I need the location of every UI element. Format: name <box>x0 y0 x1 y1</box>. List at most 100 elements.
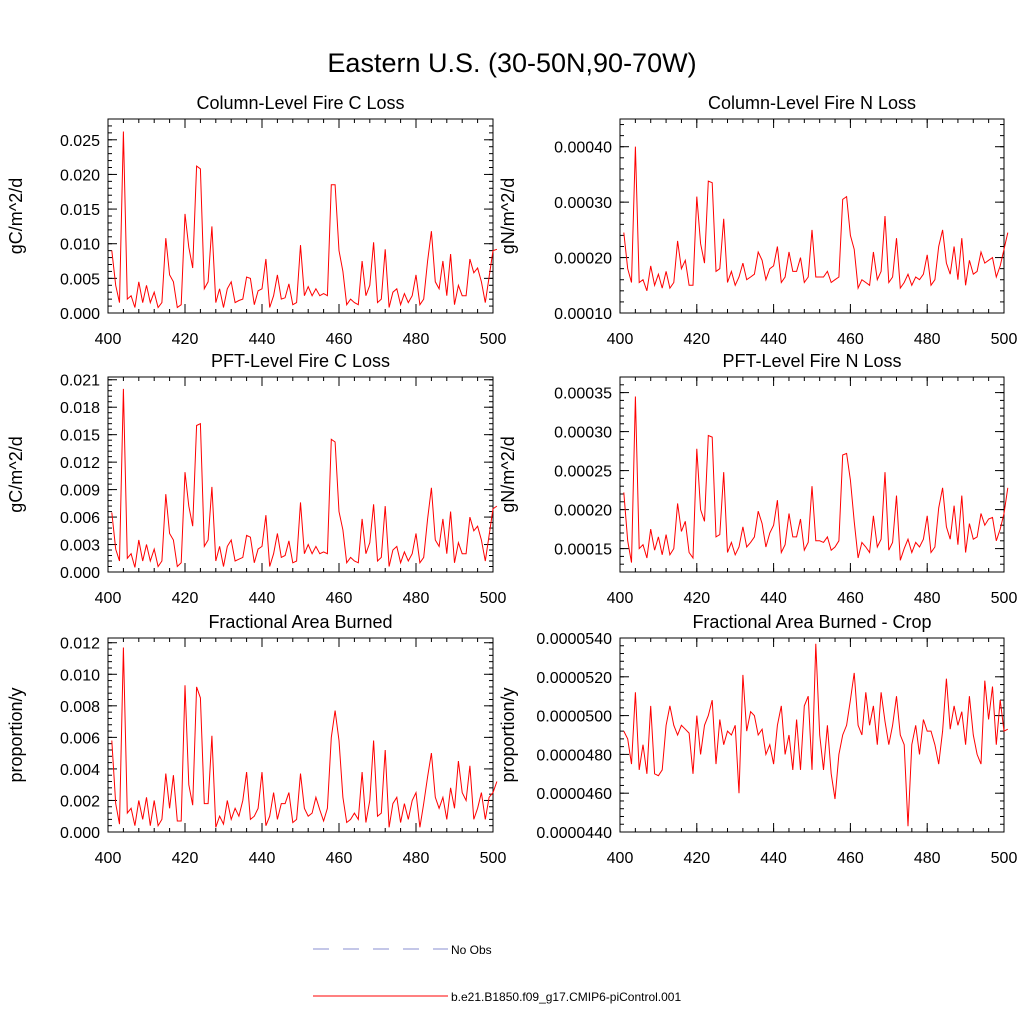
chart-panel-4: 400 420 440 460 480 500 0.00015 0.00020 0.00025 0… <box>498 351 1017 607</box>
x-tick-label: 400 <box>607 590 634 607</box>
x-tick-label: 420 <box>683 850 710 867</box>
x-tick-label: 500 <box>480 590 507 607</box>
x-tick-label: 400 <box>607 850 634 867</box>
chart-panel-2: 400 420 440 460 480 500 0.00010 0.00020 0.00030 0… <box>498 93 1017 348</box>
figure-title: Eastern U.S. (30-50N,90-70W) <box>327 48 696 78</box>
x-tick-label: 440 <box>760 331 787 348</box>
x-tick-label: 460 <box>326 850 353 867</box>
x-tick-label: 480 <box>914 331 941 348</box>
y-axis-label: gC/m^2/d <box>6 436 26 512</box>
panel-title: Column-Level Fire N Loss <box>708 93 916 113</box>
y-axis-label: gN/m^2/d <box>498 436 518 512</box>
x-tick-label: 500 <box>991 331 1018 348</box>
series-line-1 <box>623 396 1009 563</box>
y-tick-label: 0.0000500 <box>536 709 612 726</box>
series-line-1 <box>111 131 498 309</box>
y-tick-label: 0.021 <box>60 373 100 390</box>
plot-frame <box>619 637 1005 833</box>
x-tick-label: 400 <box>95 590 122 607</box>
y-tick-label: 0.018 <box>60 400 100 417</box>
y-axis-label: proportion/y <box>498 687 518 782</box>
y-tick-label: 0.012 <box>60 455 100 472</box>
chart-panel-1: 400 420 440 460 480 500 0.000 0.005 0.010 0.015 0.… <box>6 93 506 348</box>
panel-title: PFT-Level Fire C Loss <box>211 351 390 371</box>
x-tick-label: 460 <box>326 590 353 607</box>
x-tick-label: 500 <box>480 331 507 348</box>
x-tick-label: 420 <box>172 331 199 348</box>
y-tick-label: 0.003 <box>60 538 100 555</box>
series-line-1 <box>623 643 1009 827</box>
x-tick-label: 400 <box>95 850 122 867</box>
y-tick-label: 0.015 <box>60 202 100 219</box>
panel-title: Column-Level Fire C Loss <box>196 93 404 113</box>
x-tick-label: 440 <box>249 590 276 607</box>
x-tick-label: 500 <box>991 850 1018 867</box>
y-tick-label: 0.0000480 <box>536 747 612 764</box>
y-tick-label: 0.020 <box>60 167 100 184</box>
x-tick-label: 400 <box>607 331 634 348</box>
y-tick-label: 0.000 <box>60 565 100 582</box>
series-line-1 <box>623 146 1009 291</box>
panel-title: PFT-Level Fire N Loss <box>722 351 901 371</box>
y-tick-label: 0.00030 <box>554 195 612 212</box>
legend-label-no-obs: No Obs <box>451 943 492 957</box>
y-tick-label: 0.010 <box>60 667 100 684</box>
panel-title: Fractional Area Burned - Crop <box>692 612 931 632</box>
x-tick-label: 400 <box>95 331 122 348</box>
x-tick-label: 440 <box>249 331 276 348</box>
legend-label-model: b.e21.B1850.f09_g17.CMIP6-piControl.001 <box>451 990 681 1004</box>
y-tick-label: 0.00035 <box>554 386 612 403</box>
x-tick-label: 440 <box>760 850 787 867</box>
x-tick-label: 460 <box>837 590 864 607</box>
x-tick-label: 460 <box>837 850 864 867</box>
series-line-1 <box>111 388 498 568</box>
y-axis-label: proportion/y <box>6 687 26 782</box>
x-tick-label: 420 <box>172 590 199 607</box>
y-tick-label: 0.00040 <box>554 140 612 157</box>
y-tick-label: 0.006 <box>60 510 100 527</box>
y-axis-label: gN/m^2/d <box>498 178 518 254</box>
plot-frame <box>107 376 494 573</box>
y-tick-label: 0.005 <box>60 271 100 288</box>
y-tick-label: 0.000 <box>60 306 100 323</box>
y-tick-label: 0.009 <box>60 483 100 500</box>
panel-title: Fractional Area Burned <box>208 612 392 632</box>
plot-frame <box>619 376 1005 573</box>
x-tick-label: 480 <box>403 590 430 607</box>
plot-frame <box>107 637 494 833</box>
y-tick-label: 0.000 <box>60 825 100 842</box>
x-tick-label: 480 <box>914 590 941 607</box>
chart-panel-5: 400 420 440 460 480 500 0.000 0.002 0.004 0.006 0.… <box>6 612 506 867</box>
x-tick-label: 500 <box>480 850 507 867</box>
x-tick-label: 500 <box>991 590 1018 607</box>
y-tick-label: 0.008 <box>60 699 100 716</box>
y-tick-label: 0.0000520 <box>536 670 612 687</box>
y-tick-label: 0.0000460 <box>536 786 612 803</box>
x-tick-label: 420 <box>683 590 710 607</box>
panels: 400 420 440 460 480 500 0.000 0.005 0.010 0.015 0.… <box>6 93 1017 867</box>
y-tick-label: 0.002 <box>60 793 100 810</box>
y-tick-label: 0.00015 <box>554 542 612 559</box>
x-tick-label: 460 <box>326 331 353 348</box>
y-tick-label: 0.00010 <box>554 306 612 323</box>
x-tick-label: 420 <box>172 850 199 867</box>
y-tick-label: 0.00020 <box>554 251 612 268</box>
plot-frame <box>619 118 1005 314</box>
y-tick-label: 0.015 <box>60 428 100 445</box>
y-tick-label: 0.00020 <box>554 503 612 520</box>
x-tick-label: 480 <box>403 331 430 348</box>
x-tick-label: 440 <box>760 590 787 607</box>
y-tick-label: 0.0000540 <box>536 631 612 648</box>
x-tick-label: 480 <box>914 850 941 867</box>
series-line-1 <box>111 647 498 828</box>
legend: No Obs b.e21.B1850.f09_g17.CMIP6-piContr… <box>313 943 681 1004</box>
x-tick-label: 460 <box>837 331 864 348</box>
y-tick-label: 0.006 <box>60 730 100 747</box>
y-tick-label: 0.012 <box>60 636 100 653</box>
y-axis-label: gC/m^2/d <box>6 178 26 254</box>
chart-panel-6: 400 420 440 460 480 500 0.0000440 0.0000460 0.00… <box>498 612 1017 867</box>
y-tick-label: 0.025 <box>60 133 100 150</box>
y-tick-label: 0.004 <box>60 762 100 779</box>
y-tick-label: 0.00030 <box>554 425 612 442</box>
